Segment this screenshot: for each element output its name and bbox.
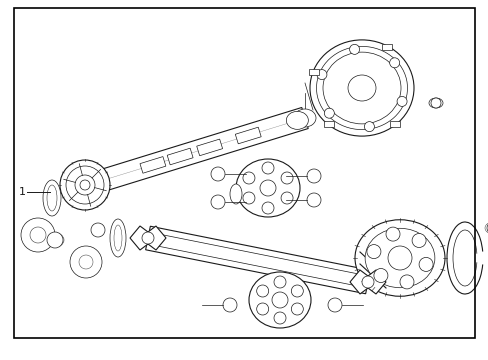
Circle shape — [385, 227, 399, 241]
Circle shape — [142, 232, 154, 244]
Ellipse shape — [293, 109, 315, 127]
Circle shape — [262, 202, 273, 214]
Ellipse shape — [110, 219, 126, 257]
Polygon shape — [349, 270, 385, 294]
Circle shape — [306, 169, 320, 183]
Bar — [324, 121, 334, 127]
Circle shape — [210, 195, 224, 209]
Circle shape — [324, 108, 334, 118]
Ellipse shape — [97, 170, 109, 200]
Ellipse shape — [323, 52, 400, 124]
Circle shape — [306, 193, 320, 207]
Ellipse shape — [43, 180, 61, 216]
Circle shape — [30, 227, 46, 243]
Ellipse shape — [236, 159, 299, 217]
Bar — [196, 139, 222, 156]
Circle shape — [260, 180, 275, 196]
Ellipse shape — [47, 185, 57, 211]
Ellipse shape — [309, 40, 413, 136]
Bar — [140, 157, 165, 173]
Circle shape — [243, 172, 254, 184]
Circle shape — [389, 58, 399, 68]
Circle shape — [256, 303, 268, 315]
Circle shape — [361, 276, 373, 288]
Circle shape — [373, 269, 387, 283]
Bar — [382, 44, 392, 50]
Circle shape — [281, 172, 292, 184]
Bar — [389, 121, 399, 127]
Bar — [308, 69, 319, 75]
Circle shape — [91, 223, 105, 237]
Circle shape — [271, 292, 287, 308]
Circle shape — [256, 285, 268, 297]
Circle shape — [80, 180, 90, 190]
Circle shape — [291, 285, 303, 297]
Ellipse shape — [286, 111, 308, 129]
Polygon shape — [145, 226, 369, 294]
Circle shape — [223, 298, 237, 312]
Ellipse shape — [229, 184, 242, 204]
Circle shape — [327, 298, 341, 312]
Circle shape — [243, 192, 254, 204]
Circle shape — [364, 122, 374, 132]
Ellipse shape — [46, 233, 64, 247]
Circle shape — [281, 192, 292, 204]
Circle shape — [411, 234, 425, 247]
Circle shape — [75, 175, 95, 195]
Ellipse shape — [114, 225, 122, 251]
Ellipse shape — [248, 272, 310, 328]
Circle shape — [273, 312, 285, 324]
Circle shape — [366, 244, 380, 258]
Circle shape — [70, 246, 102, 278]
Circle shape — [21, 218, 55, 252]
Circle shape — [430, 98, 440, 108]
Circle shape — [387, 246, 411, 270]
Circle shape — [418, 257, 432, 271]
Ellipse shape — [365, 228, 434, 288]
Ellipse shape — [347, 75, 375, 101]
Circle shape — [399, 275, 413, 289]
Ellipse shape — [354, 220, 444, 296]
Circle shape — [273, 276, 285, 288]
Bar — [167, 148, 193, 165]
Polygon shape — [130, 226, 165, 250]
Text: 1: 1 — [19, 187, 25, 197]
Ellipse shape — [428, 98, 442, 108]
Ellipse shape — [316, 46, 407, 130]
Polygon shape — [146, 232, 368, 288]
Ellipse shape — [484, 222, 488, 234]
Circle shape — [210, 167, 224, 181]
Circle shape — [396, 96, 406, 107]
Circle shape — [349, 44, 359, 54]
Circle shape — [486, 222, 488, 234]
Circle shape — [291, 303, 303, 315]
Ellipse shape — [60, 160, 110, 210]
Circle shape — [316, 69, 326, 80]
Bar — [235, 127, 261, 144]
Circle shape — [79, 255, 93, 269]
Ellipse shape — [66, 166, 104, 204]
Circle shape — [262, 162, 273, 174]
Polygon shape — [75, 108, 307, 198]
Circle shape — [47, 232, 63, 248]
